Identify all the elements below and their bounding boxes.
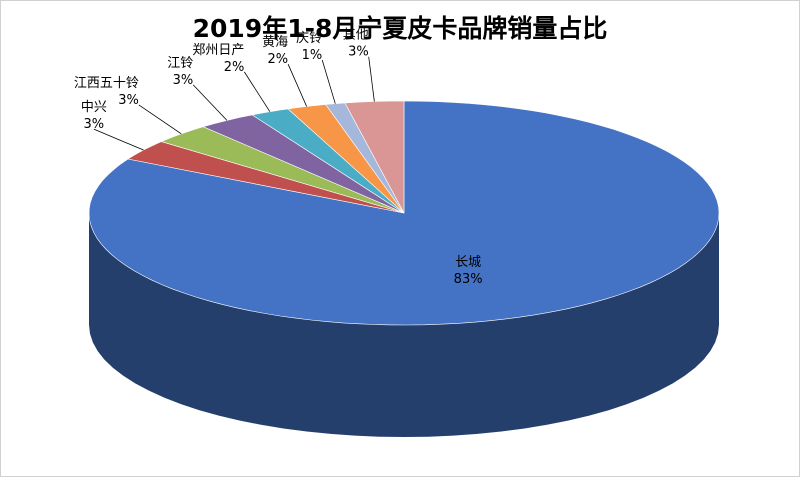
pie-labels: 长城 83% 中兴 3% 江西五十铃 3% 江铃 3% 郑州日产 2% 黄海 2% 庆铃 1% 其他 3% [74, 28, 483, 287]
leader-line-4 [243, 71, 271, 112]
leader-line-5 [287, 64, 308, 107]
slice-name-label-1: 中兴 [81, 100, 107, 115]
slice-name-label-2: 江西五十铃 [74, 76, 139, 91]
slice-name-label-6: 庆铃 [296, 31, 322, 46]
slice-percent-label-1: 3% [84, 117, 105, 132]
slice-percent-label-2: 3% [118, 93, 139, 108]
leader-line-7 [368, 56, 375, 102]
slice-name-label-4: 郑州日产 [192, 43, 244, 58]
slice-percent-label-6: 1% [302, 48, 323, 63]
slice-percent-label-7: 3% [348, 45, 369, 60]
slice-percent-label-3: 3% [173, 73, 194, 88]
chart-title: 2019年1-8月宁夏皮卡品牌销量占比 [192, 14, 608, 43]
slice-name-label-5: 黄海 [262, 35, 288, 50]
slice-name-label-3: 江铃 [167, 56, 193, 71]
slice-percent-label-0: 83% [454, 272, 483, 287]
pie-top-faces [88, 100, 720, 326]
slice-percent-label-5: 2% [267, 52, 288, 67]
pie-slice-7 [344, 100, 405, 214]
leader-line-3 [192, 84, 228, 121]
leader-line-2 [138, 104, 182, 135]
leader-line-6 [321, 59, 336, 104]
leader-line-1 [93, 128, 144, 151]
slice-percent-label-4: 2% [224, 60, 245, 75]
slice-name-label-7: 其他 [343, 28, 369, 43]
slice-name-label-0: 长城 [455, 255, 481, 270]
